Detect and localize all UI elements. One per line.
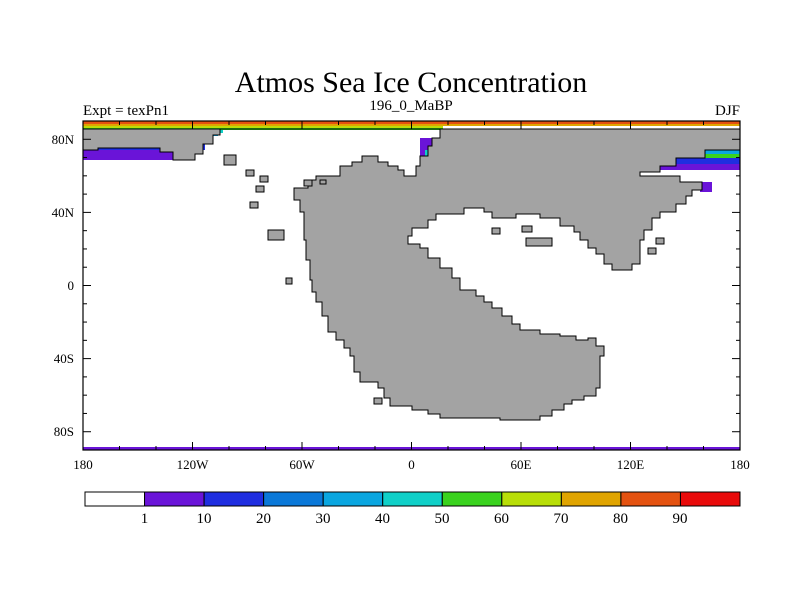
arctic-landmass-main — [218, 128, 740, 421]
colorbar-label: 1 — [141, 511, 149, 527]
colorbar-swatch — [144, 491, 205, 507]
arctic-landmass-west — [83, 128, 221, 161]
colorbar-label: 80 — [613, 511, 628, 527]
colorbar-label: 50 — [435, 511, 450, 527]
island — [245, 169, 255, 177]
island — [255, 185, 265, 193]
colorbar-swatch — [620, 491, 681, 507]
island — [647, 247, 657, 255]
island — [521, 225, 533, 233]
colorbar-swatch — [382, 491, 443, 507]
island — [706, 186, 712, 192]
x-axis-labels: 180 120W 60W 0 60E 120E 180 — [73, 457, 750, 472]
colorbar-label: 60 — [494, 511, 509, 527]
island — [267, 229, 285, 241]
colorbar-swatch — [501, 491, 562, 507]
x-tick-label: 0 — [408, 457, 415, 472]
colorbar-swatch — [203, 491, 265, 507]
x-tick-label: 180 — [730, 457, 750, 472]
experiment-label: Expt = texPn1 — [83, 103, 169, 119]
colorbar-swatch — [679, 491, 741, 507]
season-label: DJF — [715, 103, 740, 119]
y-tick-label: 40S — [54, 351, 74, 366]
x-tick-label: 180 — [73, 457, 93, 472]
x-tick-label: 60E — [511, 457, 532, 472]
colorbar-label: 90 — [673, 511, 688, 527]
island — [525, 237, 553, 247]
x-tick-label: 120E — [617, 457, 645, 472]
island — [223, 154, 237, 166]
island — [249, 201, 259, 209]
colorbar-swatch — [441, 491, 503, 507]
island — [373, 397, 383, 405]
y-tick-label: 0 — [68, 278, 75, 293]
land-masses — [83, 128, 740, 421]
colorbar-label: 30 — [316, 511, 331, 527]
island — [655, 237, 665, 245]
x-tick-label: 120W — [177, 457, 210, 472]
y-axis-labels: 80N 40N 0 40S 80S — [52, 132, 75, 439]
colorbar — [84, 491, 741, 507]
island — [319, 179, 327, 185]
colorbar-labels: 1 10 20 30 40 50 60 70 80 90 — [141, 511, 688, 527]
colorbar-swatch — [560, 491, 622, 507]
x-tick-label: 60W — [289, 457, 315, 472]
y-tick-label: 80N — [52, 132, 75, 147]
colorbar-label: 70 — [554, 511, 569, 527]
map-area — [83, 121, 740, 450]
island — [259, 175, 269, 183]
colorbar-swatch — [263, 491, 324, 507]
time-label: 196_0_MaBP — [369, 98, 452, 114]
island — [491, 227, 501, 235]
island — [285, 277, 293, 285]
colorbar-swatch — [84, 491, 146, 507]
y-tick-label: 80S — [54, 424, 74, 439]
y-tick-label: 40N — [52, 205, 75, 220]
map-title: Atmos Sea Ice Concentration — [235, 66, 587, 99]
axis-ticks — [82, 120, 741, 451]
colorbar-label: 40 — [375, 511, 390, 527]
island — [303, 179, 313, 187]
colorbar-label: 20 — [256, 511, 271, 527]
colorbar-swatch — [322, 491, 384, 507]
colorbar-label: 10 — [197, 511, 212, 527]
